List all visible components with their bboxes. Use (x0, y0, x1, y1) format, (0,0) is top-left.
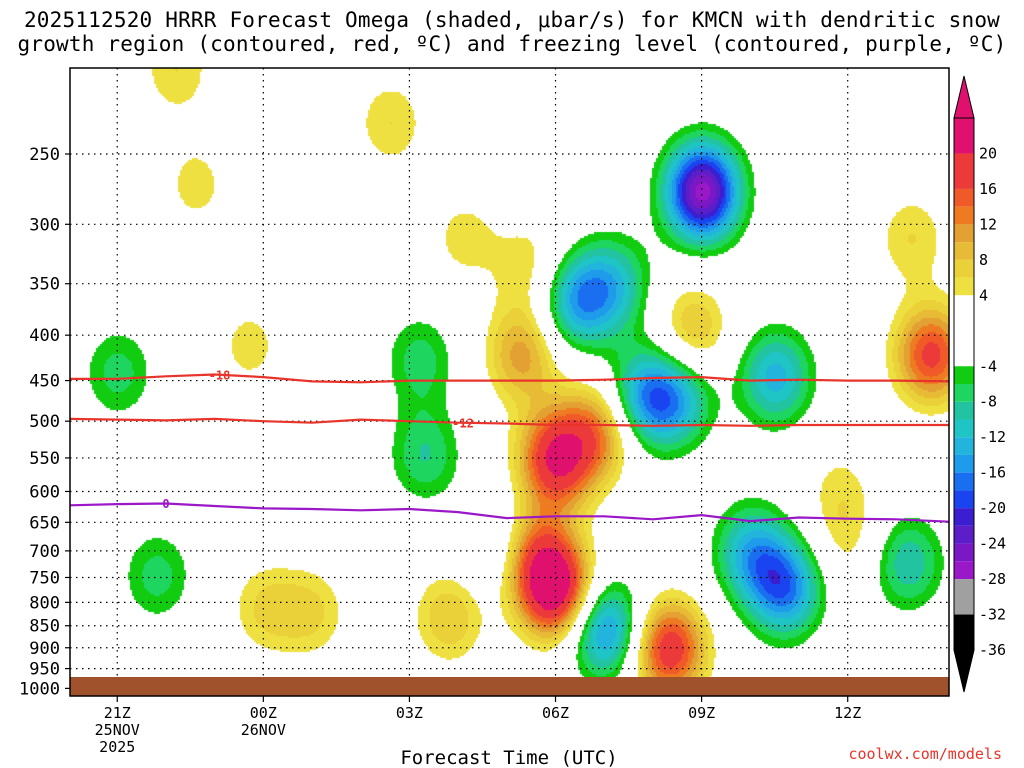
y-tick-label: 600 (29, 482, 60, 502)
colorbar-bin (954, 224, 974, 243)
y-tick-label: 650 (29, 513, 60, 533)
colorbar-bin (954, 490, 974, 509)
y-tick-label: 350 (29, 275, 60, 295)
colorbar-tick-label: -24 (979, 535, 1006, 553)
dendritic-minus12-label: -12 (452, 416, 474, 430)
x-tick-label: 21Z (104, 704, 131, 722)
colorbar-min-arrow (953, 649, 975, 693)
colorbar-bin (954, 118, 974, 154)
colorbar-bin (954, 366, 974, 384)
colorbar-bin (954, 561, 974, 580)
axes: 2503003504004505005506006507007508008509… (19, 145, 861, 756)
y-tick-label: 700 (29, 542, 60, 562)
colorbar-bin (954, 295, 974, 367)
colorbar-tick-label: 4 (979, 286, 988, 304)
chart-title-line2: growth region (contoured, red, ºC) and f… (17, 32, 1007, 56)
colorbar-bin (954, 401, 974, 420)
y-tick-label: 500 (29, 412, 60, 432)
colorbar-tick-label: -20 (979, 499, 1006, 517)
y-tick-label: 800 (29, 593, 60, 613)
colorbar-bin (954, 259, 974, 278)
colorbar: 20 16 12 8 4 -4 -8 -12 -16 -20 -24 -28 -32 -36 (953, 75, 1006, 693)
colorbar-tick-label: -28 (979, 570, 1006, 588)
x-tick-label: 09Z (688, 704, 715, 722)
colorbar-tick-label: -16 (979, 464, 1006, 482)
x-tick-label: 25NOV (95, 721, 140, 739)
y-tick-label: 550 (29, 449, 60, 469)
plot-area: -18 -12 0 (69, 67, 950, 697)
colorbar-bin (954, 384, 974, 402)
colorbar-bin (954, 242, 974, 260)
x-axis-label: Forecast Time (UTC) (400, 747, 617, 768)
omega-shading (70, 68, 949, 696)
x-tick-label: 26NOV (241, 721, 286, 739)
colorbar-bin (954, 525, 974, 544)
colorbar-tick-label: -12 (979, 428, 1006, 446)
colorbar-tick-label: 20 (979, 144, 997, 162)
y-tick-label: 850 (29, 617, 60, 637)
colorbar-tick-label: -8 (979, 393, 997, 411)
x-tick-label: 00Z (250, 704, 277, 722)
colorbar-bin (954, 206, 974, 225)
colorbar-max-arrow (953, 75, 975, 119)
freezing-level-0-line (69, 502, 950, 523)
plot-frame (69, 67, 950, 697)
x-tick-label: 03Z (396, 704, 423, 722)
colorbar-tick-label: 8 (979, 251, 988, 269)
y-tick-label: 900 (29, 639, 60, 659)
colorbar-bin (954, 454, 974, 473)
colorbar-bin (954, 614, 974, 650)
y-tick-label: 250 (29, 145, 60, 165)
colorbar-bin (954, 472, 974, 491)
y-tick-label: 1000 (19, 679, 60, 699)
x-tick-label: 06Z (542, 704, 569, 722)
colorbar-tick-label: 16 (979, 180, 997, 198)
colorbar-bin (954, 543, 974, 562)
y-tick-label: 950 (29, 660, 60, 680)
chart-title-line1: 2025112520 HRRR Forecast Omega (shaded, … (23, 8, 1001, 32)
dendritic-minus18-label: -18 (209, 368, 231, 382)
y-tick-label: 750 (29, 568, 60, 588)
colorbar-tick-label: 12 (979, 215, 997, 233)
colorbar-tick-label: -36 (979, 641, 1006, 659)
dendritic-minus12-line (69, 417, 949, 427)
colorbar-tick-label: -4 (979, 357, 997, 375)
y-tick-label: 450 (29, 372, 60, 392)
freezing-level-0-label: 0 (162, 497, 169, 511)
y-tick-label: 400 (29, 326, 60, 346)
colorbar-bin (954, 419, 974, 438)
colorbar-bin (954, 508, 974, 526)
colorbar-bin (954, 188, 974, 207)
credit-link[interactable]: coolwx.com/models (848, 745, 1002, 763)
colorbar-bin (954, 579, 974, 615)
x-tick-label: 2025 (99, 738, 135, 756)
x-tick-label: 12Z (834, 704, 861, 722)
colorbar-bin (954, 277, 974, 296)
y-tick-label: 300 (29, 215, 60, 235)
contour-lines: -18 -12 0 (69, 368, 950, 523)
dendritic-minus18-line (70, 373, 950, 384)
colorbar-bin (954, 153, 974, 189)
surface-ground (70, 677, 949, 696)
colorbar-bin (954, 437, 974, 455)
colorbar-tick-label: -32 (979, 606, 1006, 624)
